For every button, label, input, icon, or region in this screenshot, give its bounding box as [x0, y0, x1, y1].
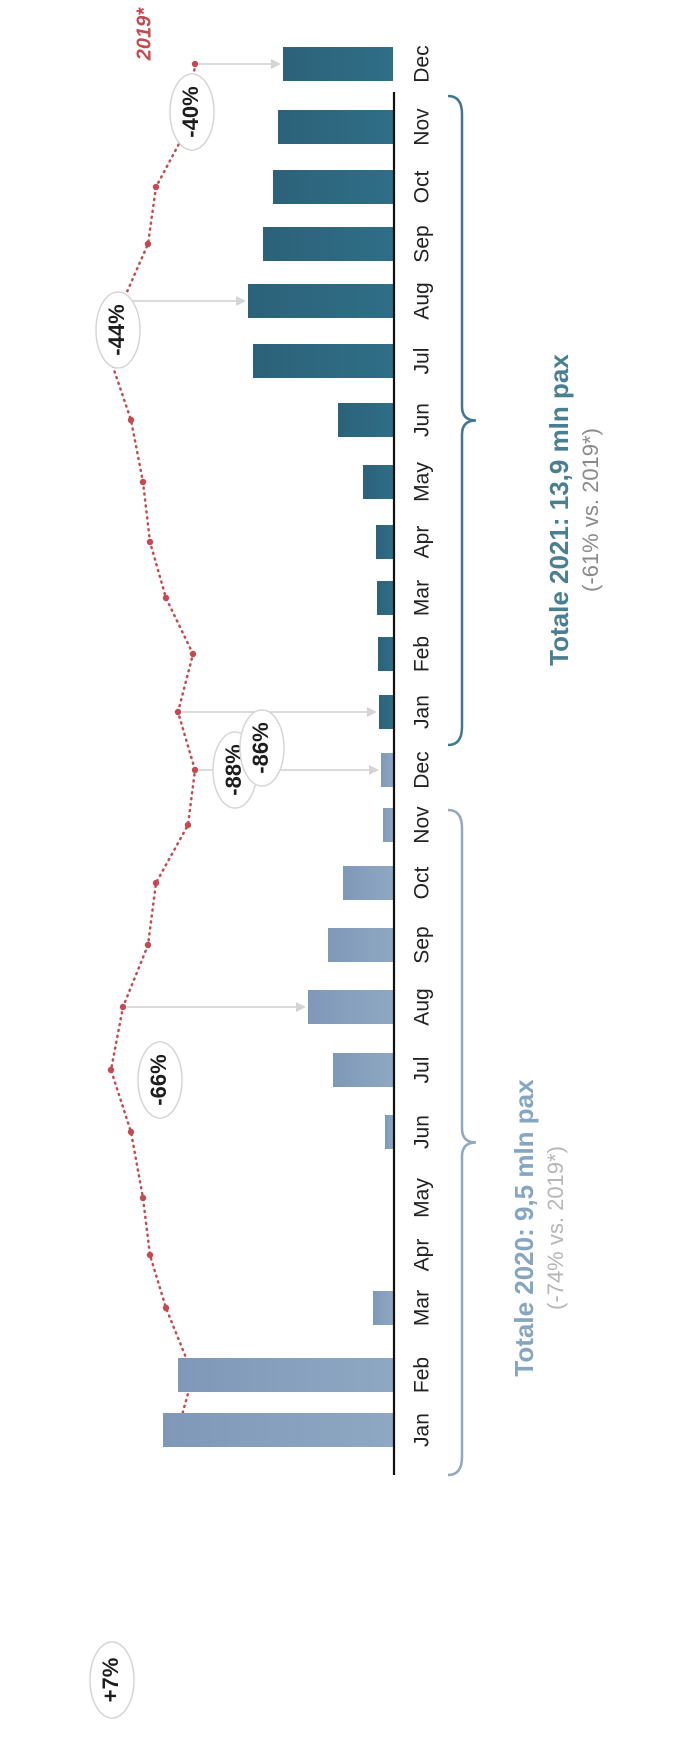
bar-2021-feb: [378, 637, 393, 671]
tick-label-2020-may: May: [411, 1178, 434, 1218]
annotation-bubble: [95, 291, 141, 369]
series-2019-point: [139, 1194, 147, 1202]
bar-2021-nov: [278, 110, 393, 144]
series-2019-point: [144, 941, 152, 949]
bar-2020-aug: [308, 990, 393, 1024]
bar-2020-jun: [385, 1115, 393, 1149]
annotation-bubble: [137, 1041, 183, 1119]
total-2020-title: Totale 2020: 9,5 mln pax: [509, 1079, 539, 1377]
tick-label-2020-aug: Aug: [411, 988, 434, 1025]
tick-label-2021-mar: Mar: [411, 580, 434, 616]
tick-label-2021-dec: Dec: [411, 45, 434, 82]
bar-2020-nov: [383, 808, 393, 842]
total-2021-title: Totale 2021: 13,9 mln pax: [544, 354, 574, 666]
bar-2021-may: [363, 465, 393, 499]
tick-label-2020-jun: Jun: [411, 1115, 434, 1149]
series-2019-point: [162, 594, 170, 602]
total-2020: Totale 2020: 9,5 mln pax (-74% vs. 2019*): [509, 1079, 568, 1377]
annotation-bubble: [239, 709, 285, 787]
tick-label-2020-mar: Mar: [411, 1290, 434, 1326]
series-2019-point: [174, 708, 182, 716]
total-2020-subtitle: (-74% vs. 2019*): [543, 1146, 568, 1310]
series-2019-point: [127, 416, 135, 424]
annotation-arrowhead: [296, 1002, 306, 1012]
series-2019-point: [162, 1304, 170, 1312]
annotation-label: -40%: [178, 86, 203, 137]
series-2019-point: [191, 766, 199, 774]
tick-label-2020-nov: Nov: [411, 806, 434, 844]
tick-label-2020-jan: Jan: [411, 1413, 434, 1447]
annotation-arrowhead: [271, 59, 281, 69]
tick-label-2020-sep: Sep: [411, 926, 434, 963]
tick-label-2021-oct: Oct: [411, 171, 434, 204]
tick-label-2020-feb: Feb: [411, 1357, 434, 1393]
total-2021: Totale 2021: 13,9 mln pax (-61% vs. 2019*…: [544, 354, 603, 666]
tick-label-2021-may: May: [411, 462, 434, 502]
tick-label-2020-oct: Oct: [411, 867, 434, 900]
bar-2020-dec: [381, 753, 393, 787]
annotation-label: +7%: [98, 1658, 123, 1703]
bar-2021-sep: [263, 227, 393, 261]
brace-2020: [447, 808, 477, 1477]
annotation-bubble: [89, 1641, 135, 1719]
series-2019-point: [191, 60, 199, 68]
annotation-arrowhead: [369, 765, 379, 775]
tick-label-2020-dec: Dec: [411, 751, 434, 788]
bar-2021-jul: [253, 344, 393, 378]
series-2019-point: [119, 1003, 127, 1011]
series-2019-point: [184, 821, 192, 829]
tick-label-2021-jul: Jul: [411, 348, 434, 375]
bar-2020-sep: [328, 928, 393, 962]
series-2019-point: [127, 1128, 135, 1136]
series-2019-label: 2019*: [133, 7, 155, 61]
bar-2021-aug: [248, 284, 393, 318]
total-2021-subtitle: (-61% vs. 2019*): [578, 428, 603, 592]
series-2019-point: [146, 538, 154, 546]
series-2019-point: [152, 183, 160, 191]
annotation-bubble: [169, 73, 215, 151]
brace-2021: [447, 94, 477, 747]
annotation-label: -44%: [104, 304, 129, 355]
bar-2021-oct: [273, 170, 393, 204]
tick-label-2021-jun: Jun: [411, 403, 434, 437]
series-2019-point: [107, 1066, 115, 1074]
bar-2021-apr: [376, 525, 393, 559]
annotation-arrowhead: [236, 296, 246, 306]
annotation-label: -66%: [146, 1054, 171, 1105]
bar-2020-jul: [333, 1053, 393, 1087]
annotation-label: -86%: [248, 722, 273, 773]
bar-2021-jun: [338, 403, 393, 437]
tick-label-2021-sep: Sep: [411, 225, 434, 262]
bar-2020-feb: [178, 1358, 393, 1392]
series-2019-point: [189, 650, 197, 658]
series-2019-line: [109, 62, 197, 1432]
bar-2020-oct: [343, 866, 393, 900]
bar-2021-jan: [379, 695, 393, 729]
series-2019-point: [144, 240, 152, 248]
tick-label-2021-aug: Aug: [411, 282, 434, 319]
bar-2020-jan: [163, 1413, 393, 1447]
tick-label-2020-apr: Apr: [411, 1239, 434, 1272]
series-2019-point: [152, 879, 160, 887]
tick-label-2020-jul: Jul: [411, 1057, 434, 1084]
annotation-arrowhead: [367, 707, 377, 717]
tick-label-2021-nov: Nov: [411, 108, 434, 146]
series-2019-point: [146, 1251, 154, 1259]
tick-label-2021-feb: Feb: [411, 636, 434, 672]
bar-2021-dec: [283, 47, 393, 81]
bar-2020-mar: [373, 1291, 393, 1325]
tick-label-2021-jan: Jan: [411, 695, 434, 729]
series-2019-point: [139, 478, 147, 486]
tick-label-2021-apr: Apr: [411, 526, 434, 559]
bar-2021-mar: [377, 581, 393, 615]
